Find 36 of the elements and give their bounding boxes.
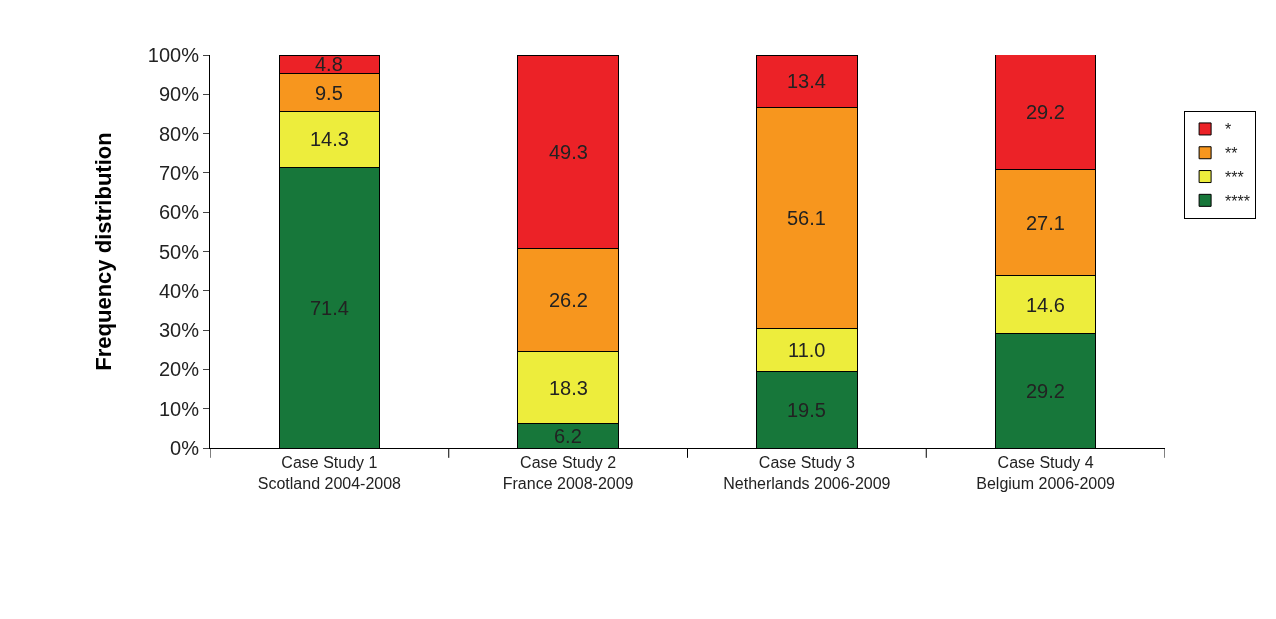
x-tick-label: Case Study 2 France 2008-2009 — [502, 454, 634, 492]
data-label: 13.4 — [787, 70, 826, 92]
data-label: 19.5 — [787, 399, 826, 421]
y-tick-label: 40% — [158, 279, 200, 302]
y-tick-label: 70% — [158, 161, 200, 184]
legend-label: *** — [1225, 168, 1244, 186]
y-tick-label: 0% — [170, 437, 200, 459]
data-label: 26.2 — [549, 289, 588, 311]
data-label: 9.5 — [315, 82, 343, 104]
data-label: 56.1 — [787, 207, 826, 229]
y-tick-label: 10% — [158, 397, 200, 420]
y-tick-label: 30% — [158, 319, 200, 342]
y-tick-label: 90% — [158, 83, 200, 106]
data-label: 18.3 — [549, 377, 588, 399]
data-label: 11.0 — [788, 339, 826, 361]
data-label: 6.2 — [554, 425, 582, 447]
data-label: 14.6 — [1026, 294, 1065, 316]
data-label: 29.2 — [1026, 101, 1065, 123]
y-axis-title: Frequency distribution — [90, 132, 116, 371]
x-tick-label: Case Study 3 Netherlands 2006-2009 — [723, 454, 891, 492]
legend-label: **** — [1225, 192, 1251, 210]
y-tick-label: 80% — [158, 122, 200, 145]
data-label: 71.4 — [310, 297, 349, 319]
x-tick-label: Case Study 1 Scotland 2004-2008 — [257, 454, 402, 492]
y-tick-label: 100% — [147, 44, 200, 66]
data-label: 4.8 — [315, 53, 343, 75]
x-tick-label: Case Study 4 Belgium 2006-2009 — [976, 454, 1116, 492]
data-label: 14.3 — [310, 128, 349, 150]
data-label: 49.3 — [549, 141, 588, 163]
legend-label: * — [1225, 121, 1232, 139]
data-label: 27.1 — [1026, 212, 1065, 234]
y-tick-label: 60% — [158, 201, 200, 224]
legend-label: ** — [1225, 144, 1238, 162]
y-tick-label: 20% — [158, 358, 200, 381]
data-label: 29.2 — [1026, 380, 1065, 402]
y-tick-label: 50% — [158, 240, 200, 263]
